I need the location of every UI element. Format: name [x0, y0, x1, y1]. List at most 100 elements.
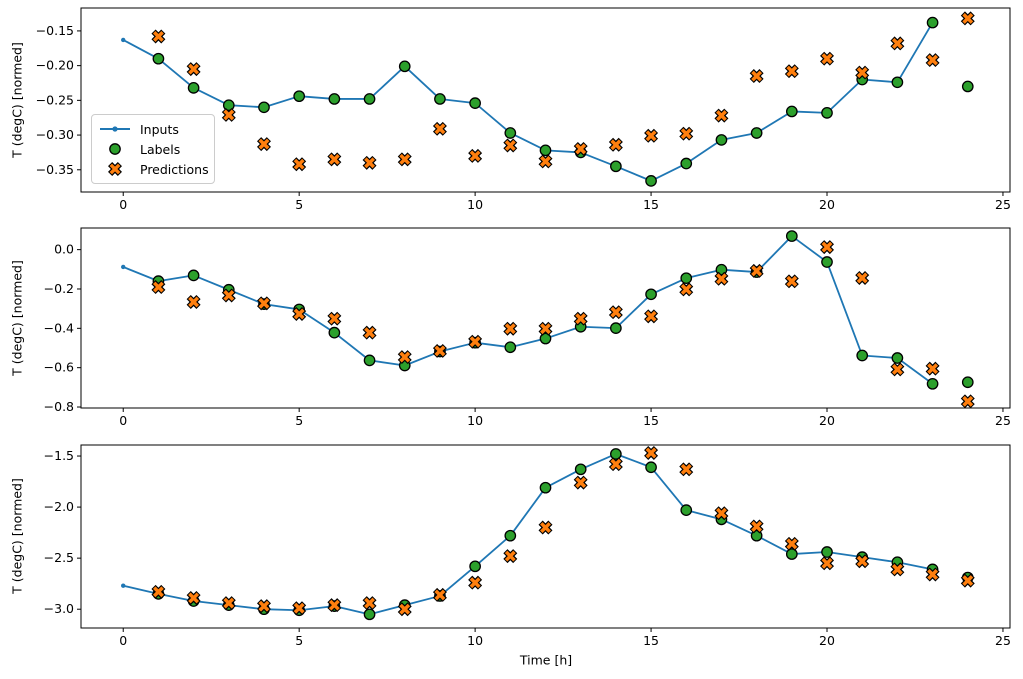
label-marker	[821, 546, 833, 558]
prediction-marker	[820, 556, 835, 571]
prediction-marker-fill	[927, 54, 939, 66]
prediction-marker	[397, 350, 412, 365]
prediction-marker-fill	[856, 272, 868, 284]
prediction-marker	[503, 138, 518, 153]
prediction-marker	[644, 309, 659, 324]
prediction-marker	[820, 240, 835, 255]
y-tick-label: −0.30	[36, 127, 74, 142]
prediction-marker-fill	[751, 70, 763, 82]
prediction-marker	[538, 154, 553, 169]
label-marker	[434, 93, 446, 105]
prediction-marker	[432, 587, 447, 602]
label-marker	[469, 560, 481, 573]
x-tick-label: 10	[467, 633, 483, 648]
prediction-marker-fill	[188, 63, 200, 75]
prediction-marker-fill	[399, 153, 411, 165]
prediction-marker	[256, 296, 271, 311]
prediction-marker-fill	[645, 310, 657, 322]
prediction-marker	[925, 53, 940, 68]
prediction-marker-fill	[575, 143, 587, 155]
label-marker	[926, 16, 939, 29]
prediction-marker	[749, 519, 764, 534]
x-axis-ticks: 0 5 10 15 20 25	[119, 408, 1011, 428]
legend-item-labels: Labels	[98, 139, 208, 159]
x-tick-label: 15	[643, 633, 659, 648]
prediction-marker-fill	[962, 395, 974, 407]
label-marker	[821, 106, 833, 119]
prediction-marker	[468, 148, 483, 163]
predictions-series	[151, 11, 975, 172]
prediction-marker-fill	[610, 458, 622, 470]
prediction-marker	[503, 321, 518, 336]
prediction-marker	[855, 554, 870, 569]
legend: Inputs Labels Predictions	[91, 114, 215, 184]
prediction-marker-fill	[152, 31, 164, 42]
label-marker	[610, 448, 622, 460]
label-marker	[398, 60, 411, 73]
label-marker	[258, 101, 270, 114]
predictions-series	[151, 445, 975, 617]
label-marker	[821, 256, 833, 268]
prediction-marker	[468, 575, 483, 590]
prediction-marker	[679, 126, 694, 141]
prediction-marker	[573, 311, 588, 326]
y-tick-label: −0.25	[36, 92, 74, 107]
label-marker	[504, 127, 517, 139]
prediction-marker-fill	[293, 308, 305, 320]
prediction-marker	[784, 64, 799, 79]
label-marker	[680, 272, 693, 285]
prediction-marker	[151, 29, 166, 44]
prediction-marker-fill	[751, 265, 763, 277]
label-marker	[785, 548, 798, 560]
label-marker	[187, 81, 200, 94]
prediction-marker-fill	[469, 150, 481, 162]
prediction-marker	[960, 11, 975, 26]
label-marker	[539, 481, 552, 494]
y-tick-label: −2.5	[44, 550, 74, 565]
prediction-marker	[468, 334, 483, 349]
y-axis-ticks: −1.5 −2.0 −2.5 −3.0	[44, 448, 81, 616]
prediction-marker-fill	[751, 521, 763, 532]
prediction-marker	[608, 457, 623, 472]
prediction-marker-fill	[223, 597, 235, 609]
x-tick-label: 10	[467, 413, 483, 428]
label-marker	[645, 288, 657, 301]
x-axis-ticks: 0 5 10 15 20 25	[119, 628, 1011, 648]
prediction-marker	[292, 601, 307, 616]
x-tick-label: 25	[995, 197, 1011, 212]
prediction-marker	[714, 506, 729, 521]
prediction-marker	[362, 155, 377, 170]
plot-frame	[80, 444, 1011, 629]
prediction-marker-fill	[645, 447, 657, 459]
prediction-marker-fill	[188, 592, 200, 604]
prediction-marker	[151, 584, 166, 599]
x-axis-label: Time [h]	[519, 652, 573, 668]
label-marker	[539, 144, 552, 157]
prediction-marker-fill	[610, 139, 622, 151]
prediction-marker	[749, 263, 764, 278]
prediction-marker-fill	[716, 273, 727, 285]
label-marker	[785, 105, 798, 118]
prediction-marker-fill	[434, 123, 446, 135]
prediction-marker	[221, 288, 236, 303]
plot-frame	[80, 227, 1011, 409]
inputs-series	[121, 233, 935, 387]
prediction-marker	[925, 567, 940, 582]
label-marker	[891, 352, 904, 364]
prediction-marker-fill	[575, 313, 587, 325]
y-tick-label: −0.6	[44, 360, 74, 375]
label-marker	[109, 143, 121, 155]
prediction-marker-fill	[716, 507, 727, 519]
prediction-marker	[573, 475, 588, 490]
prediction-marker	[327, 311, 342, 326]
prediction-marker-fill	[856, 67, 868, 79]
prediction-marker-fill	[962, 12, 974, 24]
prediction-marker-fill	[680, 463, 692, 475]
prediction-marker	[362, 325, 377, 340]
prediction-marker-fill	[821, 53, 833, 65]
prediction-marker-fill	[469, 336, 481, 348]
prediction-marker-fill	[962, 575, 974, 587]
label-marker	[645, 461, 657, 474]
label-marker	[961, 376, 974, 389]
y-tick-label: −0.35	[36, 162, 74, 177]
